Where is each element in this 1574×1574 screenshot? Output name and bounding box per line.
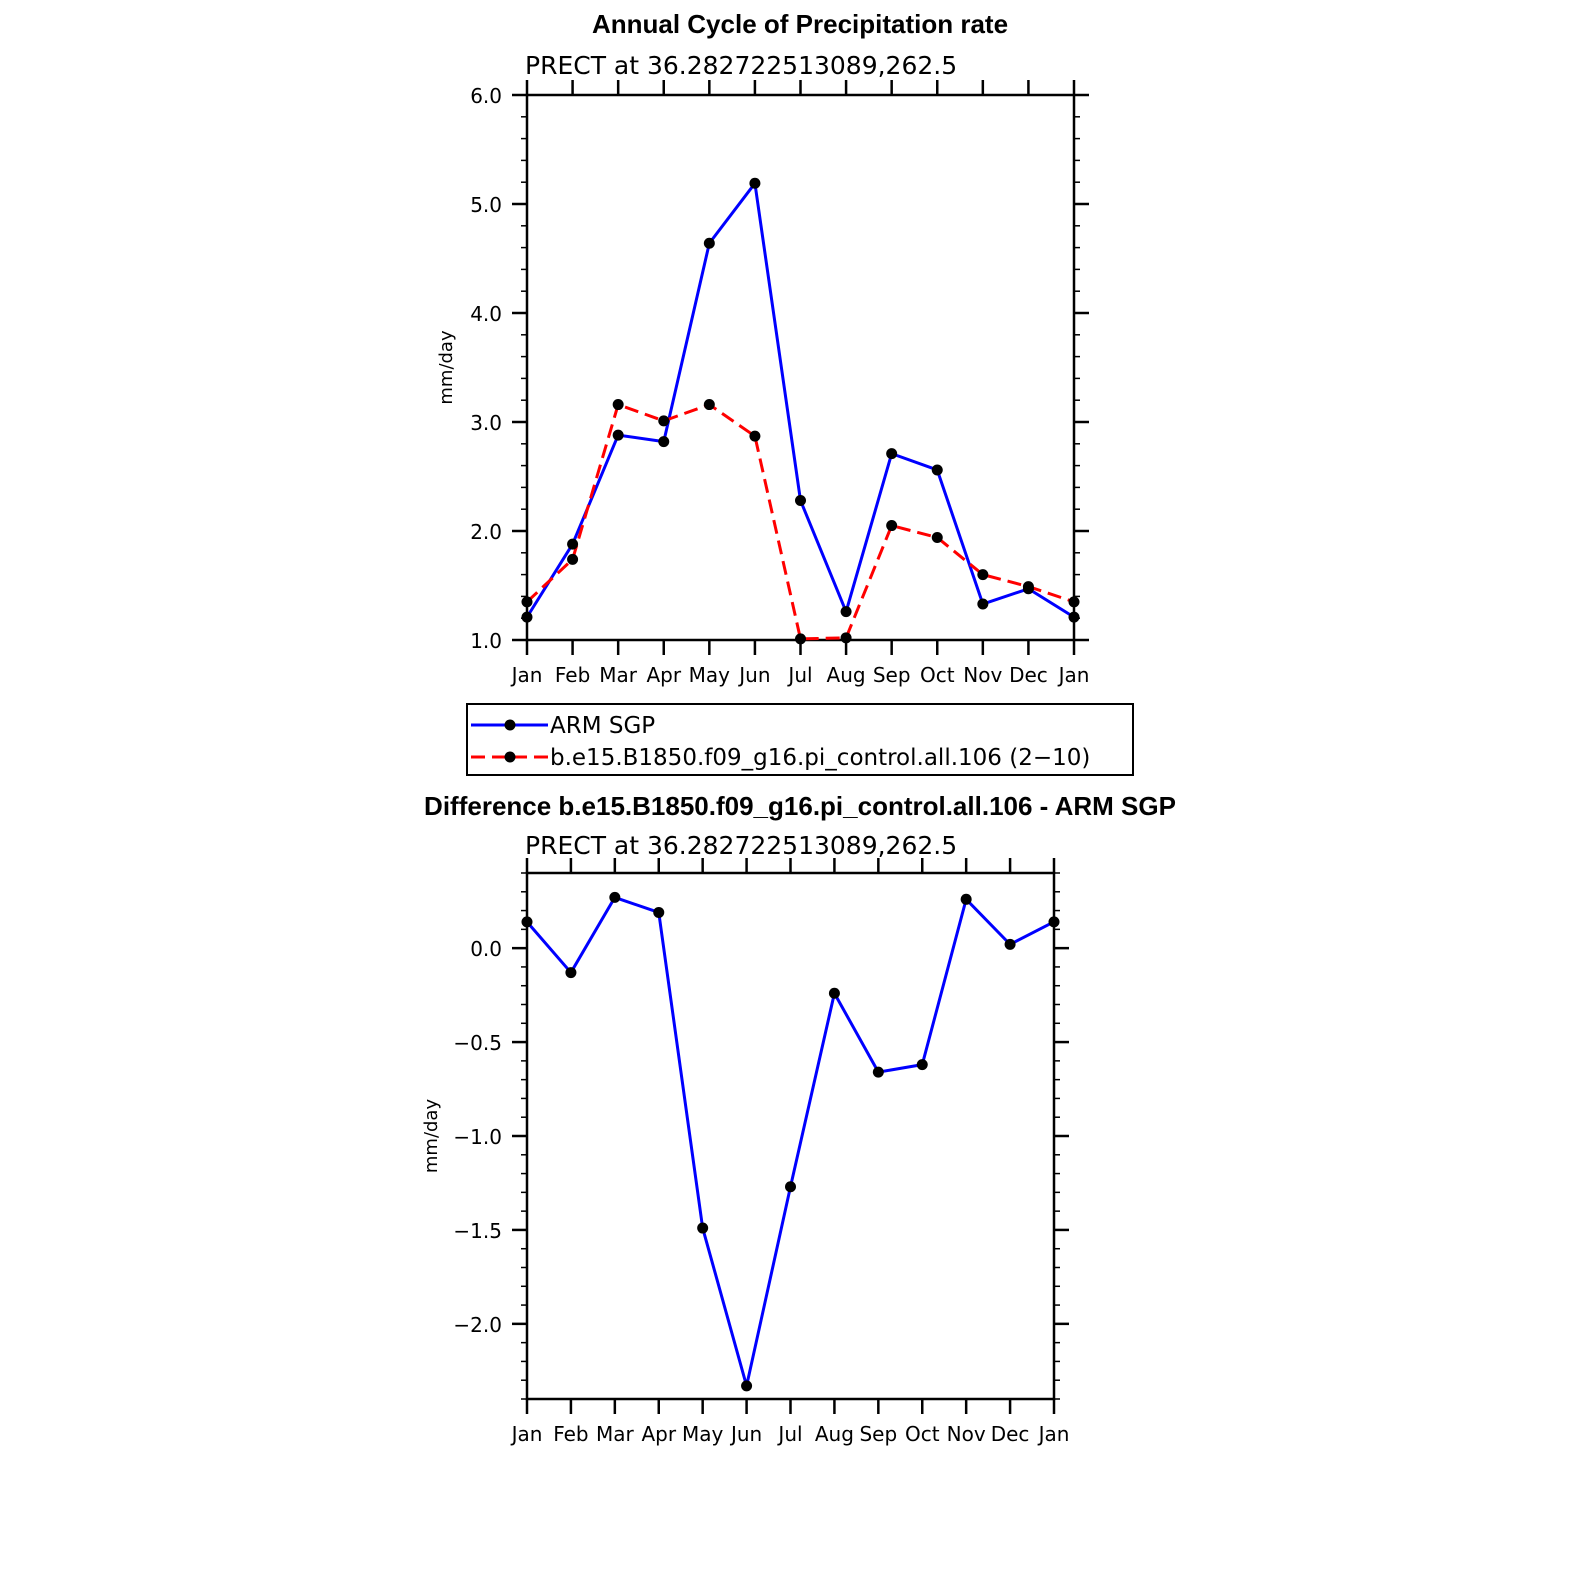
legend-box <box>466 703 1134 776</box>
chart-title: Annual Cycle of Precipitation rate <box>592 9 1008 39</box>
x-tick-label: Jan <box>1037 1422 1070 1446</box>
x-tick-label: Sep <box>859 1422 897 1446</box>
data-point-series-2 <box>931 532 943 544</box>
x-tick-label: Jun <box>737 663 770 687</box>
data-point-series-2 <box>567 553 579 565</box>
data-point-series-1 <box>653 906 665 918</box>
x-tick-label: Jan <box>510 1422 543 1446</box>
x-tick-label: Apr <box>646 663 681 687</box>
data-point-series-1 <box>916 1059 928 1071</box>
data-point-series-1 <box>828 987 840 999</box>
data-point-series-1 <box>521 916 533 928</box>
x-tick-label: Apr <box>641 1422 676 1446</box>
y-tick-label: 2.0 <box>470 520 502 544</box>
y-tick-label: −0.5 <box>453 1031 502 1055</box>
data-point-series-1 <box>567 538 579 550</box>
x-tick-label: Feb <box>555 663 590 687</box>
legend-label-2: b.e15.B1850.f09_g16.pi_control.all.106 (… <box>550 745 1090 771</box>
chart-title: Difference b.e15.B1850.f09_g16.pi_contro… <box>424 791 1176 821</box>
plot-frame <box>525 93 1076 642</box>
y-tick-label: 6.0 <box>470 84 502 108</box>
x-tick-label: Jun <box>729 1422 762 1446</box>
x-tick-label: Nov <box>963 663 1002 687</box>
data-point-series-1 <box>612 429 624 441</box>
data-point-series-1 <box>840 606 852 618</box>
data-point-series-1 <box>1048 916 1060 928</box>
chart-2: Difference b.e15.B1850.f09_g16.pi_contro… <box>421 791 1176 1446</box>
data-point-series-1 <box>658 436 670 448</box>
data-point-series-1 <box>1068 611 1080 623</box>
x-tick-label: Dec <box>1009 663 1048 687</box>
x-tick-label: Jul <box>776 1422 802 1446</box>
x-tick-label: Feb <box>553 1422 588 1446</box>
x-tick-label: Mar <box>596 1422 635 1446</box>
data-point-series-2 <box>840 632 852 644</box>
y-tick-label: 3.0 <box>470 411 502 435</box>
x-tick-label: Aug <box>815 1422 854 1446</box>
data-point-series-1 <box>749 177 761 189</box>
x-tick-label: Jan <box>510 663 543 687</box>
data-point-series-1 <box>960 893 972 905</box>
x-tick-label: Oct <box>920 663 955 687</box>
series-line-2 <box>525 403 1075 641</box>
x-tick-label: Sep <box>873 663 911 687</box>
legend-marker-1 <box>504 719 516 731</box>
x-tick-label: Aug <box>827 663 866 687</box>
data-point-series-2 <box>749 430 761 442</box>
x-tick-label: Jul <box>786 663 812 687</box>
data-point-series-2 <box>703 399 715 411</box>
y-tick-label: −2.0 <box>453 1313 502 1337</box>
x-tick-label: May <box>689 663 731 687</box>
data-point-series-1 <box>977 598 989 610</box>
legend: ARM SGP b.e15.B1850.f09_g16.pi_control.al… <box>466 703 1134 776</box>
y-tick-label: −1.5 <box>453 1219 502 1243</box>
y-tick-label: 5.0 <box>470 193 502 217</box>
data-point-series-2 <box>612 399 624 411</box>
data-point-series-1 <box>697 1222 709 1234</box>
y-tick-label: −1.0 <box>453 1125 502 1149</box>
data-point-series-2 <box>1068 596 1080 608</box>
data-point-series-1 <box>609 891 621 903</box>
x-tick-label: May <box>682 1422 724 1446</box>
chart-1: Annual Cycle of Precipitation rate PRECT … <box>436 9 1134 776</box>
data-point-series-1 <box>1004 938 1016 950</box>
legend-marker-2 <box>504 751 516 763</box>
x-tick-label: Mar <box>599 663 638 687</box>
x-tick-label: Dec <box>991 1422 1030 1446</box>
data-point-series-1 <box>521 611 533 623</box>
x-tick-label: Nov <box>947 1422 986 1446</box>
data-point-series-1 <box>785 1181 796 1193</box>
y-axis-label: mm/day <box>421 1099 442 1174</box>
data-point-series-1 <box>795 494 806 506</box>
y-tick-label: 4.0 <box>470 302 502 326</box>
data-point-series-2 <box>1022 581 1034 593</box>
chart-subtitle: PRECT at 36.282722513089,262.5 <box>525 831 957 860</box>
series-line-1 <box>525 895 1055 1388</box>
data-point-series-2 <box>521 596 533 608</box>
data-point-series-2 <box>795 633 806 645</box>
data-point-series-1 <box>565 967 577 979</box>
x-tick-label: Oct <box>905 1422 940 1446</box>
data-point-series-1 <box>703 237 715 249</box>
legend-label-1: ARM SGP <box>550 713 655 739</box>
data-point-series-1 <box>886 448 898 460</box>
series-line-1 <box>525 181 1075 619</box>
chart-subtitle: PRECT at 36.282722513089,262.5 <box>525 51 957 80</box>
y-axis-label: mm/day <box>436 330 457 405</box>
x-tick-label: Jan <box>1057 663 1090 687</box>
plot-frame <box>525 871 1056 1401</box>
y-tick-label: 1.0 <box>470 629 502 653</box>
data-point-series-1 <box>931 464 943 476</box>
y-tick-label: 0.0 <box>470 937 502 961</box>
data-point-series-1 <box>872 1066 884 1078</box>
data-point-series-2 <box>658 415 670 427</box>
data-point-series-2 <box>886 520 898 532</box>
data-point-series-2 <box>977 569 989 581</box>
data-point-series-1 <box>741 1380 753 1392</box>
